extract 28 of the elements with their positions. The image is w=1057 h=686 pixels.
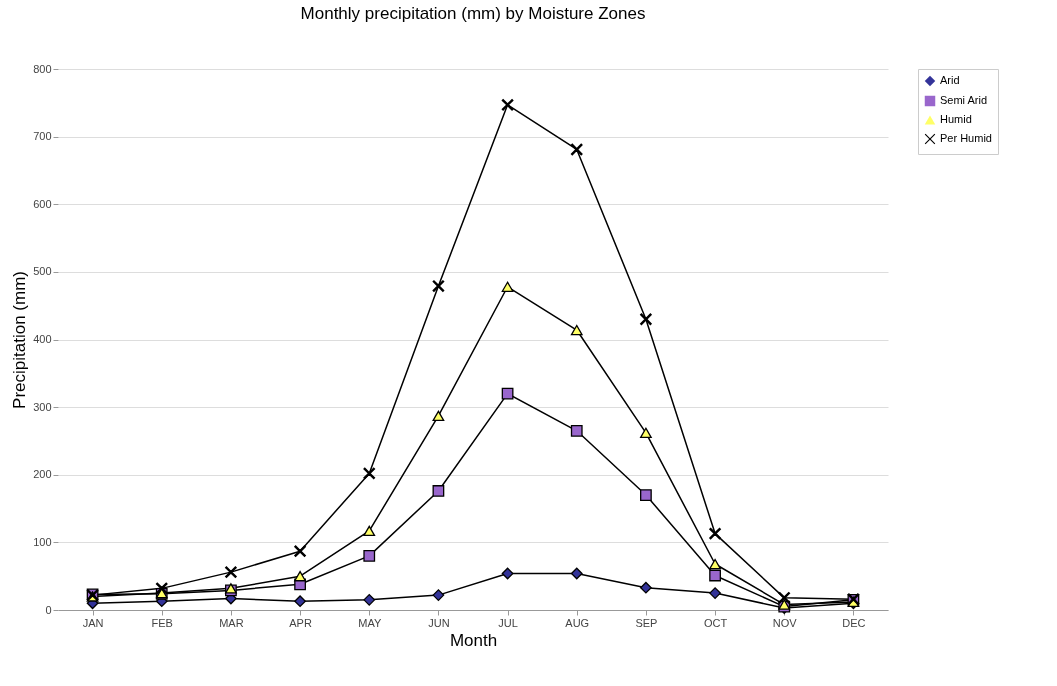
y-tick-label: 300 [33,400,52,413]
x-tick-label: MAR [219,616,244,629]
x-axis-title: Month [449,630,498,650]
x-tick-label: JAN [82,616,104,629]
x-tick-label: JUL [498,616,518,629]
chart-title: Monthly precipitation (mm) by Moisture Zones [300,4,646,23]
y-tick-label: 800 [33,62,52,75]
x-tick-label: OCT [703,616,728,629]
x-tick-label: JUN [428,616,450,629]
x-tick-label: FEB [151,616,173,629]
x-tick-label: DEC [842,616,866,629]
y-axis-title: Precipitation (mm) [10,271,30,409]
y-tick-label: 700 [33,130,52,143]
x-tick-label: NOV [772,616,798,629]
legend-label: Per Humid [940,132,992,144]
x-tick-label: MAY [358,616,382,629]
y-tick-label: 100 [33,535,52,548]
y-tick-label: 600 [33,197,52,210]
y-tick-label: 400 [33,333,52,345]
legend-label: Humid [940,113,972,125]
legend-label: Semi Arid [940,94,988,106]
x-tick-label: SEP [635,616,658,629]
legend-label: Arid [940,74,960,86]
y-tick-label: 200 [33,468,52,481]
x-tick-label: APR [289,616,312,629]
y-tick-label: 500 [33,265,52,278]
x-tick-label: AUG [565,616,590,629]
y-tick-label: 0 [45,603,52,616]
